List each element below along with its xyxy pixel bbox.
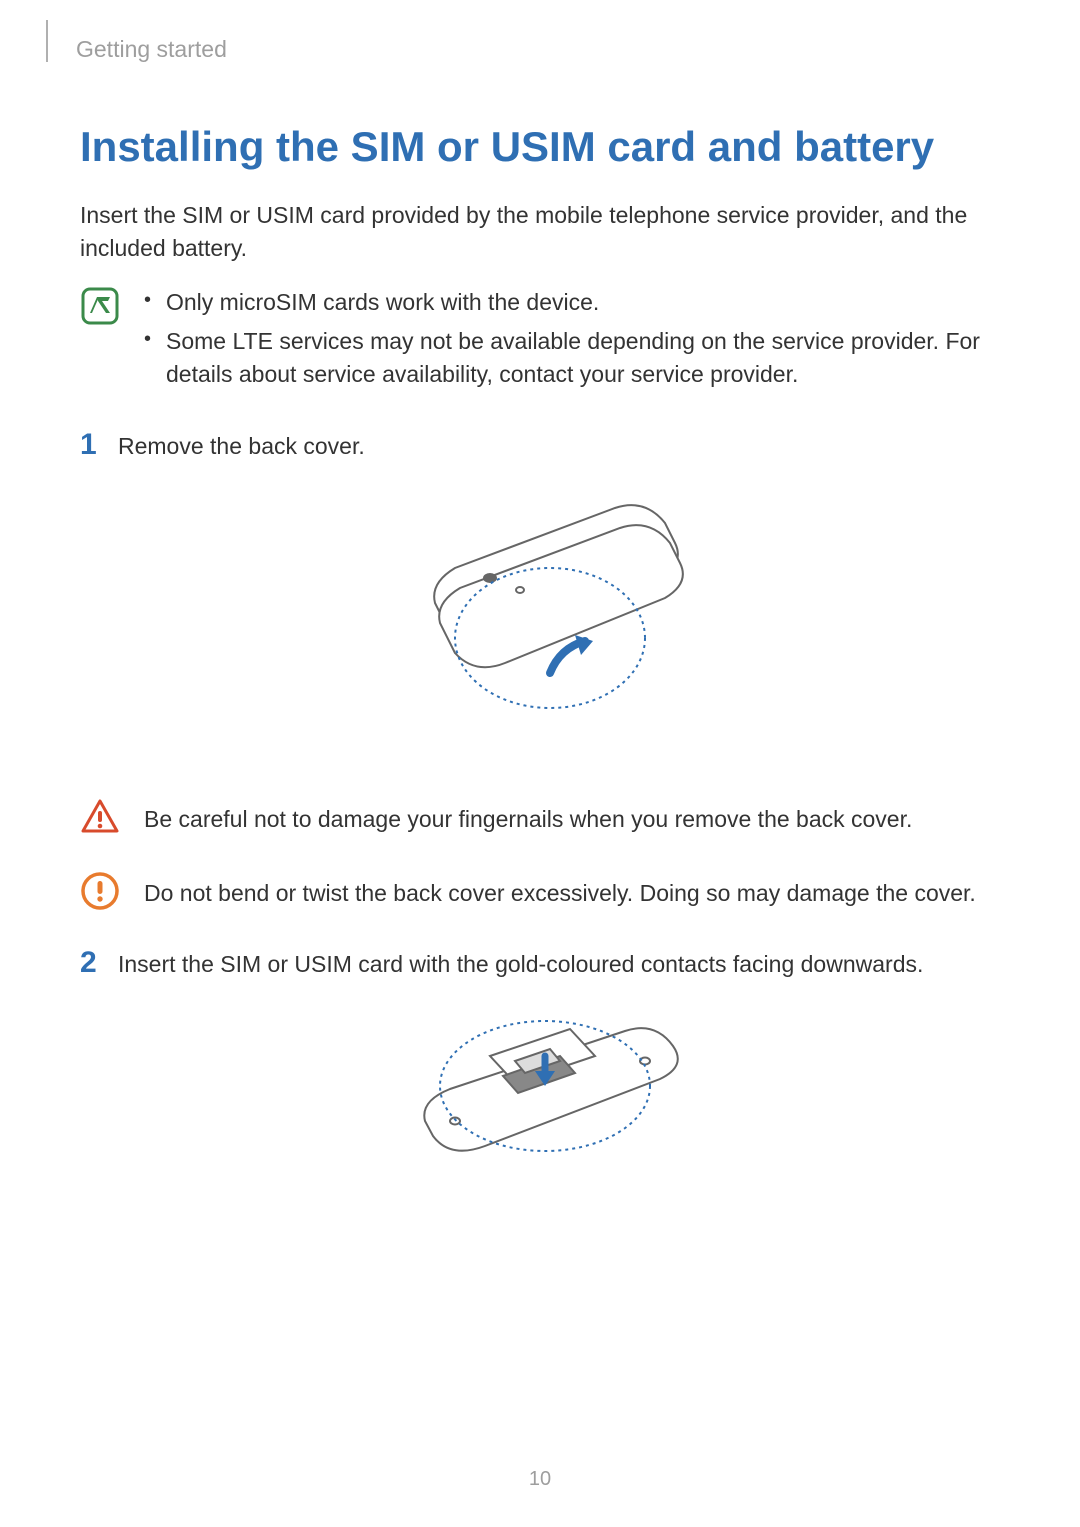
header-rule	[46, 20, 48, 62]
step-text: Remove the back cover.	[118, 430, 365, 463]
caution-1: Be careful not to damage your fingernail…	[80, 798, 1010, 841]
page-number: 10	[0, 1468, 1080, 1491]
caution-text: Do not bend or twist the back cover exce…	[144, 877, 976, 910]
note-icon	[80, 286, 120, 398]
caution-text: Be careful not to damage your fingernail…	[144, 803, 912, 836]
note-item: Only microSIM cards work with the device…	[144, 286, 1010, 319]
step-text: Insert the SIM or USIM card with the gol…	[118, 948, 923, 981]
warning-circle-icon	[80, 871, 120, 916]
section-header: Getting started	[76, 36, 1010, 63]
note-block: Only microSIM cards work with the device…	[80, 286, 1010, 398]
figure-sim-insert	[80, 1001, 1010, 1206]
step-number: 1	[80, 428, 98, 462]
intro-paragraph: Insert the SIM or USIM card provided by …	[80, 199, 1010, 266]
warning-triangle-icon	[80, 798, 120, 841]
step-2: 2 Insert the SIM or USIM card with the g…	[80, 946, 1010, 981]
manual-page: Getting started Installing the SIM or US…	[0, 0, 1080, 1527]
step-number: 2	[80, 946, 98, 980]
caution-2: Do not bend or twist the back cover exce…	[80, 871, 1010, 916]
step-1: 1 Remove the back cover.	[80, 428, 1010, 463]
page-title: Installing the SIM or USIM card and batt…	[80, 123, 1010, 171]
note-text: Only microSIM cards work with the device…	[144, 286, 1010, 398]
figure-back-cover	[80, 483, 1010, 758]
note-item: Some LTE services may not be available d…	[144, 325, 1010, 392]
